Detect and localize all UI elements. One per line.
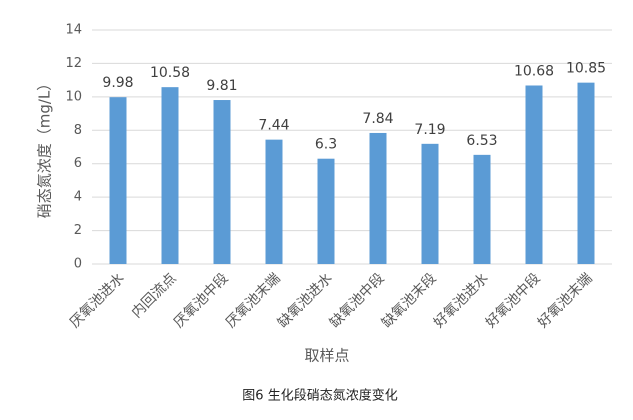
y-axis-title: 硝态氮浓度（mg/L） [36,76,54,219]
bar [161,87,179,264]
value-label: 7.44 [258,118,289,134]
bar [577,82,595,265]
y-tick-label: 14 [65,23,82,38]
y-tick-label: 6 [74,156,82,171]
y-tick-label: 2 [74,223,82,238]
bar [369,132,387,264]
value-label: 6.3 [315,137,337,153]
x-tick-label: 缺氧池末段 [379,270,440,331]
y-tick-label: 0 [74,257,82,272]
bar [109,97,127,264]
x-tick-label: 缺氧池进水 [275,270,336,331]
bar [213,100,231,264]
value-label: 9.98 [102,75,133,91]
x-tick-label: 缺氧池中段 [327,270,388,331]
x-tick-label: 厌氧池进水 [67,270,128,331]
y-tick-label: 4 [74,190,82,205]
value-label: 7.84 [362,111,393,127]
bar [421,143,439,264]
value-label: 9.81 [206,78,237,94]
value-label: 6.53 [466,133,497,149]
y-tick-label: 10 [65,89,82,104]
x-tick-label: 厌氧池中段 [171,270,232,331]
value-label: 10.68 [514,63,554,79]
bar [525,85,543,265]
x-tick-label: 好氧池中段 [483,270,544,331]
x-tick-label: 厌氧池末端 [223,270,284,331]
bar [265,139,283,264]
value-label: 7.19 [414,122,445,138]
value-label: 10.58 [150,65,190,81]
y-tick-label: 8 [74,123,82,138]
y-tick-label: 12 [65,56,82,71]
value-label: 10.85 [566,61,606,77]
x-tick-label: 内回流点 [129,270,180,321]
x-axis-title: 取样点 [304,347,349,365]
bar [473,154,491,264]
caption: 图6 生化段硝态氮浓度变化 [242,388,397,404]
x-tick-label: 好氧池进水 [431,270,492,331]
bar [317,158,335,264]
x-tick-label: 好氧池末端 [535,270,596,331]
